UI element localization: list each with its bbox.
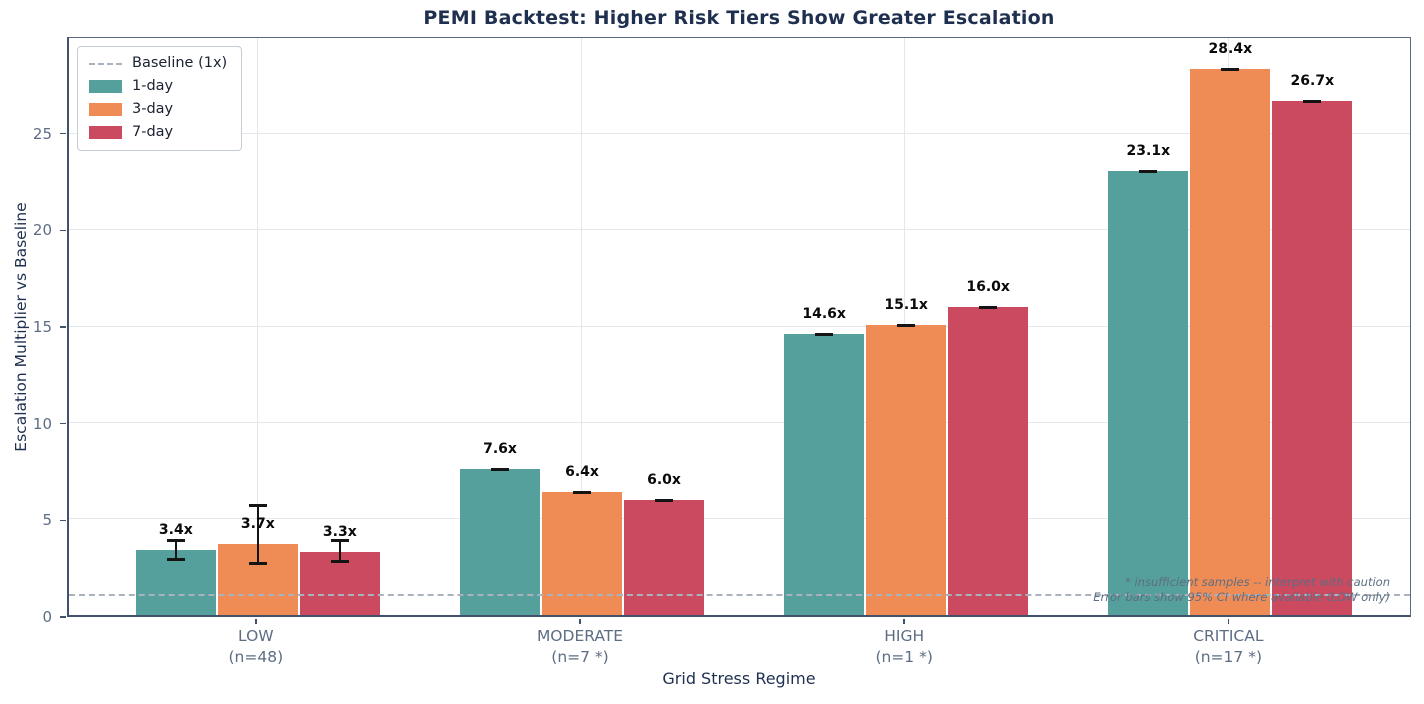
bar-value-label: 28.4x <box>1208 40 1253 57</box>
bar-value-label: 7.6x <box>483 440 517 457</box>
error-bar-cap <box>491 467 509 471</box>
y-tick-mark <box>60 422 66 425</box>
bar-value-label: 3.3x <box>322 523 357 540</box>
y-gridline <box>69 517 1410 519</box>
x-tick-category: LOW <box>238 627 274 645</box>
error-bar-cap <box>248 561 267 565</box>
bar-3-day-high <box>866 324 947 615</box>
bar-value-label: 23.1x <box>1126 142 1171 159</box>
chart-title: PEMI Backtest: Higher Risk Tiers Show Gr… <box>423 7 1055 29</box>
x-tick-category: CRITICAL <box>1193 627 1264 645</box>
x-tick-count: (n=17 *) <box>1194 648 1262 666</box>
x-tick-category: HIGH <box>884 627 925 645</box>
y-gridline <box>69 325 1410 327</box>
y-tick-mark <box>60 519 66 522</box>
bar-7-day-high <box>948 307 1029 615</box>
error-bar-cap <box>1139 169 1158 173</box>
bar-1-day-critical <box>1108 170 1189 615</box>
baseline-dash-sample <box>89 62 122 65</box>
x-gridline <box>580 38 582 615</box>
x-tick-label: HIGH (n=1 *) <box>774 626 1034 668</box>
baseline-line <box>69 593 1410 596</box>
x-axis-label: Grid Stress Regime <box>662 669 816 688</box>
bar-7-day-moderate <box>624 499 704 615</box>
legend-label: 7-day <box>132 124 174 140</box>
x-tick-count: (n=1 *) <box>875 648 933 666</box>
legend: Baseline (1x) 1-day 3-day 7-day <box>77 46 243 151</box>
y-gridline <box>69 229 1410 231</box>
x-tick-mark <box>903 618 905 624</box>
annotation-text: Error bars show 95% CI where available (… <box>1093 590 1390 604</box>
bar-value-label: 16.0x <box>966 279 1010 296</box>
legend-label: Baseline (1x) <box>132 55 228 71</box>
error-bar-cap <box>655 498 673 502</box>
plot-area: 3.4x 7.6x 14.6x 23.1x 3.7x 6.4x 15.1x 28.4x 3.3x… <box>67 37 1411 617</box>
bar-value-label: 14.6x <box>802 306 846 323</box>
error-bar-cap <box>1303 100 1322 104</box>
bar-1-day-moderate <box>460 468 540 615</box>
y-gridline <box>69 421 1410 423</box>
error-bar-cap <box>815 333 834 337</box>
x-tick-mark <box>255 618 257 624</box>
error-bar-line <box>174 540 178 560</box>
x-tick-label: LOW (n=48) <box>126 626 386 668</box>
bar-value-label: 26.7x <box>1290 73 1335 90</box>
bar-1-day-high <box>784 334 865 615</box>
y-tick-mark <box>60 326 66 328</box>
error-bar-cap <box>166 538 185 542</box>
bar-value-label: 6.0x <box>647 471 681 488</box>
error-bar-cap <box>166 557 185 561</box>
bar-3-day-critical <box>1190 68 1271 615</box>
y-tick-label: 15 <box>32 318 52 336</box>
x-tick-count: (n=7 *) <box>551 648 609 666</box>
legend-swatch <box>89 126 122 139</box>
legend-item-3-day: 3-day <box>89 101 227 118</box>
x-tick-count: (n=48) <box>228 648 284 666</box>
y-tick-mark <box>60 132 66 135</box>
error-bar-cap <box>248 503 267 507</box>
legend-label: 1-day <box>132 78 174 94</box>
legend-swatch <box>89 80 122 93</box>
error-bar-line <box>256 505 260 564</box>
y-tick-label: 10 <box>32 414 52 433</box>
bar-value-label: 6.4x <box>565 463 599 480</box>
error-bar-cap <box>573 490 591 494</box>
error-bar-cap <box>897 323 916 327</box>
bar-3-day-moderate <box>542 491 622 615</box>
annotation-text: * insufficient samples -- interpret with… <box>1125 575 1390 589</box>
y-tick-label: 25 <box>32 124 52 143</box>
error-bar-cap <box>330 538 349 542</box>
legend-item-baseline: Baseline (1x) <box>89 55 227 72</box>
x-tick-mark <box>1227 618 1230 624</box>
x-gridline <box>257 38 259 615</box>
error-bar-cap <box>1221 67 1240 71</box>
legend-swatch <box>89 103 122 116</box>
error-bar-cap <box>979 306 998 310</box>
y-tick-label: 20 <box>32 221 52 240</box>
x-tick-mark <box>579 618 581 624</box>
error-bar-cap <box>330 559 349 563</box>
legend-label: 3-day <box>132 101 174 117</box>
x-tick-label: MODERATE (n=7 *) <box>450 626 710 668</box>
y-gridline <box>69 133 1410 135</box>
error-bar-line <box>338 540 342 562</box>
bar-value-label: 15.1x <box>884 296 928 313</box>
y-tick-mark <box>60 616 66 618</box>
x-tick-category: MODERATE <box>536 627 624 645</box>
x-tick-label: CRITICAL (n=17 *) <box>1098 626 1358 668</box>
bar-value-label: 3.7x <box>240 515 275 532</box>
y-tick-mark <box>60 229 66 232</box>
bar-7-day-critical <box>1272 101 1353 615</box>
legend-item-7-day: 7-day <box>89 124 227 141</box>
legend-item-1-day: 1-day <box>89 78 227 95</box>
y-tick-label: 0 <box>42 608 52 626</box>
bar-value-label: 3.4x <box>158 521 193 538</box>
y-tick-label: 5 <box>42 511 52 530</box>
